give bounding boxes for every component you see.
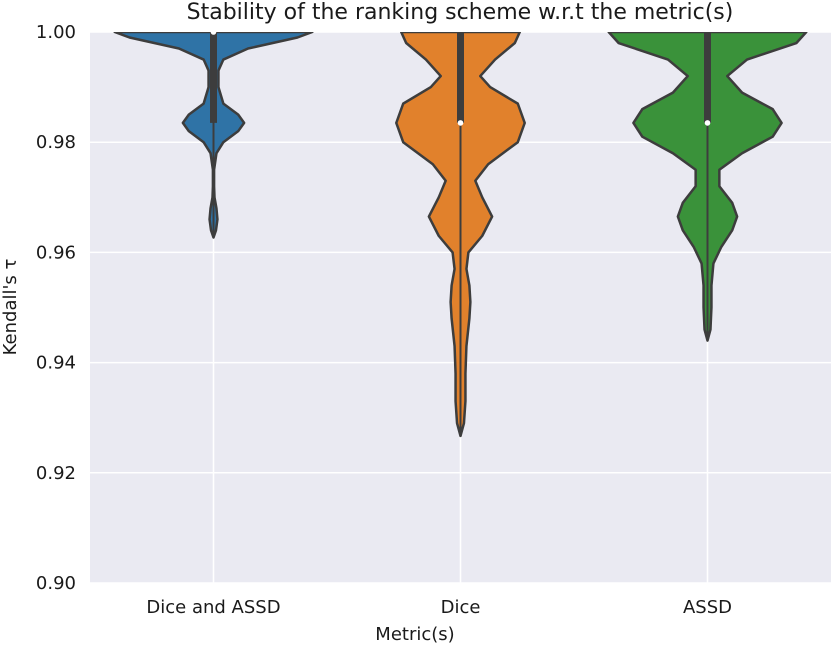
violins bbox=[113, 32, 808, 438]
x-tick-label: ASSD bbox=[683, 597, 732, 618]
violin-median bbox=[457, 120, 464, 126]
chart-title: Stability of the ranking scheme w.r.t th… bbox=[187, 0, 734, 25]
violin-median bbox=[210, 32, 217, 35]
violin-median bbox=[704, 120, 711, 126]
y-tick-label: 0.90 bbox=[36, 573, 76, 594]
y-tick-labels: 0.90 0.92 0.94 0.96 0.98 1.00 bbox=[36, 22, 76, 594]
x-axis-label: Metric(s) bbox=[375, 624, 454, 645]
y-tick-label: 0.98 bbox=[36, 132, 76, 153]
x-tick-label: Dice and ASSD bbox=[146, 597, 280, 618]
y-axis-label: Kendall's τ bbox=[0, 259, 21, 356]
x-tick-labels: Dice and ASSD Dice ASSD bbox=[146, 597, 732, 618]
y-tick-label: 1.00 bbox=[36, 22, 76, 43]
y-tick-label: 0.92 bbox=[36, 463, 76, 484]
x-tick-label: Dice bbox=[441, 597, 481, 618]
y-tick-label: 0.96 bbox=[36, 242, 76, 263]
y-tick-label: 0.94 bbox=[36, 353, 76, 374]
